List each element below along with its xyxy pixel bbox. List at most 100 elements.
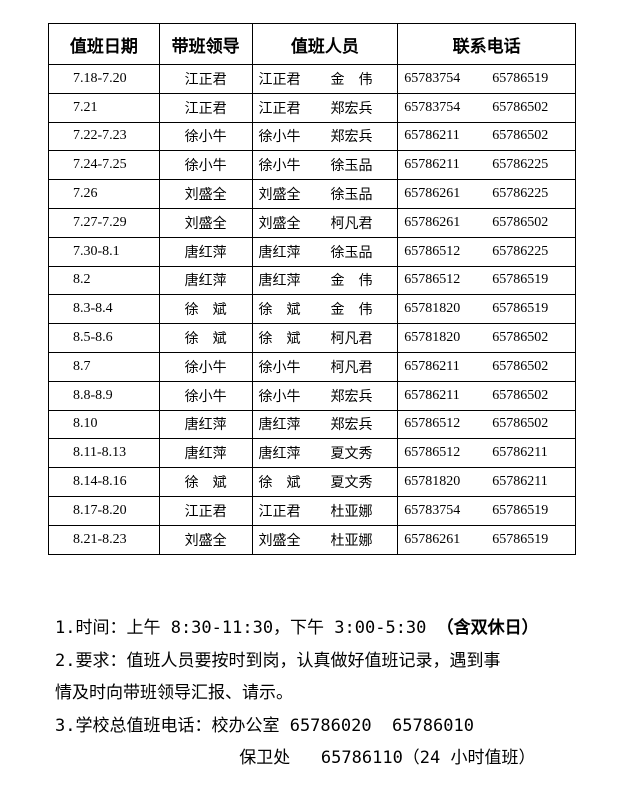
table-row: 8.10 唐红萍 唐红萍 郑宏兵 65786512 65786502 bbox=[48, 409, 576, 440]
staff-name: 徐 斌 bbox=[258, 331, 301, 348]
table-row: 8.21-8.23 刘盛全 刘盛全 杜亚娜 65786261 65786519 bbox=[48, 524, 576, 555]
staff-name: 郑宏兵 bbox=[330, 388, 373, 405]
table-row: 7.26 刘盛全 刘盛全 徐玉品 65786261 65786225 bbox=[48, 179, 576, 209]
duty-leader: 刘盛全 bbox=[158, 524, 253, 555]
duty-phones: 65783754 65786519 bbox=[397, 64, 576, 94]
phone-number: 65786502 bbox=[492, 387, 549, 403]
duty-staff: 江正君 杜亚娜 bbox=[251, 495, 399, 526]
duty-staff: 徐小牛 柯凡君 bbox=[251, 351, 399, 382]
staff-name: 夏文秀 bbox=[330, 446, 373, 463]
phone-number: 65783754 bbox=[404, 70, 461, 86]
phone-number: 65786261 bbox=[404, 531, 461, 547]
duty-phones: 65786512 65786225 bbox=[397, 236, 576, 267]
duty-phones: 65783754 65786502 bbox=[397, 92, 576, 123]
phone-number: 65781820 bbox=[404, 301, 461, 317]
staff-name: 徐小牛 bbox=[258, 388, 301, 405]
duty-phones: 65781820 65786519 bbox=[397, 294, 576, 325]
table-row: 7.22-7.23 徐小牛 徐小牛 郑宏兵 65786211 65786502 bbox=[48, 121, 576, 152]
duty-staff: 江正君 郑宏兵 bbox=[251, 92, 399, 123]
duty-phones: 65786211 65786225 bbox=[397, 150, 576, 181]
phone-number: 65786519 bbox=[492, 301, 549, 317]
phone-number: 65786519 bbox=[492, 272, 549, 288]
staff-name: 金 伟 bbox=[330, 273, 373, 290]
staff-name: 徐玉品 bbox=[330, 158, 373, 175]
duty-staff: 唐红萍 夏文秀 bbox=[251, 438, 399, 469]
phone-number: 65786502 bbox=[492, 128, 549, 144]
duty-leader: 徐小牛 bbox=[158, 380, 253, 411]
phone-number: 65786211 bbox=[492, 445, 548, 461]
staff-name: 夏文秀 bbox=[330, 475, 373, 492]
staff-name: 刘盛全 bbox=[258, 532, 301, 549]
phone-number: 65783754 bbox=[404, 502, 461, 518]
duty-phones: 65786211 65786502 bbox=[397, 351, 576, 382]
staff-name: 徐小牛 bbox=[258, 129, 301, 146]
staff-name: 徐小牛 bbox=[258, 158, 301, 175]
table-row: 8.8-8.9 徐小牛 徐小牛 郑宏兵 65786211 65786502 bbox=[48, 380, 576, 411]
duty-staff: 刘盛全 柯凡君 bbox=[251, 207, 399, 238]
duty-phones: 65781820 65786211 bbox=[397, 467, 576, 497]
phone-number: 65786211 bbox=[404, 157, 460, 173]
phone-number: 65786502 bbox=[492, 358, 549, 374]
duty-staff: 唐红萍 郑宏兵 bbox=[251, 409, 399, 440]
duty-phones: 65786512 65786519 bbox=[397, 265, 576, 296]
duty-leader: 徐 斌 bbox=[158, 294, 253, 325]
duty-date: 7.26 bbox=[48, 179, 160, 209]
duty-date: 7.27-7.29 bbox=[48, 207, 160, 238]
phone-number: 65786502 bbox=[492, 330, 549, 346]
phone-number: 65783754 bbox=[404, 99, 461, 115]
phone-number: 65786225 bbox=[492, 243, 549, 259]
staff-name: 杜亚娜 bbox=[330, 532, 373, 549]
phone-number: 65786211 bbox=[492, 474, 548, 490]
staff-name: 唐红萍 bbox=[258, 244, 301, 261]
staff-name: 江正君 bbox=[258, 100, 301, 117]
duty-date: 7.22-7.23 bbox=[48, 121, 160, 152]
duty-date: 7.30-8.1 bbox=[48, 236, 160, 267]
phone-number: 65786502 bbox=[492, 99, 549, 115]
phone-number: 65786512 bbox=[404, 445, 461, 461]
staff-name: 徐 斌 bbox=[258, 475, 301, 492]
phone-number: 65786519 bbox=[492, 70, 549, 86]
staff-name: 徐玉品 bbox=[330, 244, 373, 261]
table-row: 7.27-7.29 刘盛全 刘盛全 柯凡君 65786261 65786502 bbox=[48, 207, 576, 238]
duty-schedule-table: 值班日期 带班领导 值班人员 联系电话 7.18-7.20 江正君 江正君金 伟 65… bbox=[48, 23, 576, 555]
duty-date: 8.2 bbox=[48, 265, 160, 296]
staff-name: 徐小牛 bbox=[258, 359, 301, 376]
duty-date: 8.14-8.16 bbox=[48, 467, 160, 497]
phone-number: 65786519 bbox=[492, 502, 549, 518]
duty-phones: 65786261 65786519 bbox=[397, 524, 576, 555]
phone-number: 65786211 bbox=[404, 387, 460, 403]
staff-name: 柯凡君 bbox=[330, 331, 373, 348]
note-requirement-2: 情及时向带班领导汇报、请示。 bbox=[55, 683, 293, 703]
table-row: 7.30-8.1 唐红萍 唐红萍 徐玉品 65786512 65786225 bbox=[48, 236, 576, 267]
duty-phones: 65783754 65786519 bbox=[397, 495, 576, 526]
staff-name: 江正君 bbox=[258, 71, 301, 88]
staff-name: 刘盛全 bbox=[258, 187, 301, 204]
header-leader: 带班领导 bbox=[158, 23, 253, 65]
duty-date: 7.24-7.25 bbox=[48, 150, 160, 181]
phone-number: 65786512 bbox=[404, 272, 461, 288]
staff-name: 杜亚娜 bbox=[330, 503, 373, 520]
staff-name: 金 伟 bbox=[330, 71, 373, 88]
duty-leader: 唐红萍 bbox=[158, 409, 253, 440]
duty-date: 7.18-7.20 bbox=[48, 64, 160, 94]
duty-leader: 徐小牛 bbox=[158, 121, 253, 152]
duty-leader: 徐 斌 bbox=[158, 467, 253, 497]
duty-staff: 江正君 金 伟 bbox=[251, 64, 399, 94]
duty-staff: 徐小牛 郑宏兵 bbox=[251, 121, 399, 152]
notes: 1.时间：上午 8:30-11:30，下午 3:00-5:30 （含双休日） 2.… bbox=[55, 612, 539, 775]
phone-number: 65786502 bbox=[492, 416, 549, 432]
duty-staff: 徐小牛 郑宏兵 bbox=[251, 380, 399, 411]
duty-leader: 唐红萍 bbox=[158, 265, 253, 296]
phone-number: 65786519 bbox=[492, 531, 549, 547]
table-row: 8.2 唐红萍 唐红萍金 伟 65786512 65786519 bbox=[48, 265, 576, 296]
duty-leader: 徐小牛 bbox=[158, 150, 253, 181]
duty-leader: 唐红萍 bbox=[158, 236, 253, 267]
phone-number: 65786512 bbox=[404, 243, 461, 259]
staff-name: 刘盛全 bbox=[258, 215, 301, 232]
duty-staff: 徐 斌 柯凡君 bbox=[251, 323, 399, 353]
duty-date: 8.8-8.9 bbox=[48, 380, 160, 411]
header-date: 值班日期 bbox=[48, 23, 160, 65]
phone-number: 65781820 bbox=[404, 474, 461, 490]
phone-number: 65786261 bbox=[404, 214, 461, 230]
table-row: 7.24-7.25 徐小牛 徐小牛 徐玉品 65786211 65786225 bbox=[48, 150, 576, 181]
